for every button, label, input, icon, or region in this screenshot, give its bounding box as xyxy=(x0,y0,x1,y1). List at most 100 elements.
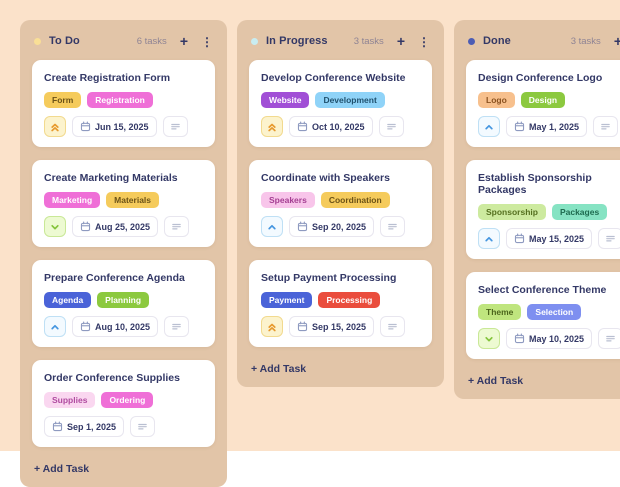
task-card[interactable]: Create Marketing Materials Marketing Mat… xyxy=(32,160,215,248)
card-meta: May 1, 2025 xyxy=(478,116,620,138)
add-task-button[interactable]: + Add Task xyxy=(249,360,308,375)
column-title: Done xyxy=(483,35,511,48)
card-meta: Sep 20, 2025 xyxy=(261,216,420,238)
calendar-icon xyxy=(297,221,308,232)
description-chip xyxy=(593,116,619,138)
priority-badge xyxy=(261,316,283,338)
tag: Processing xyxy=(318,292,381,309)
description-chip xyxy=(598,228,620,250)
add-task-icon-button[interactable]: + xyxy=(180,34,188,48)
task-card[interactable]: Develop Conference Website Website Devel… xyxy=(249,60,432,148)
tag-list: Sponsorship Packages xyxy=(478,204,620,221)
tag-list: Speakers Coordination xyxy=(261,192,420,209)
priority-chevron-icon xyxy=(485,124,493,130)
description-icon xyxy=(170,124,180,130)
task-card[interactable]: Order Conference Supplies Supplies Order… xyxy=(32,360,215,448)
add-task-icon-button[interactable]: + xyxy=(397,34,405,48)
column-in-progress: In Progress 3 tasks + ⋮ Develop Conferen… xyxy=(237,20,444,388)
tag: Website xyxy=(261,92,310,109)
column-status-dot xyxy=(34,37,41,45)
task-card[interactable]: Coordinate with Speakers Speakers Coordi… xyxy=(249,160,432,248)
priority-badge xyxy=(44,216,66,238)
tag: Form xyxy=(44,92,82,109)
tag-list: Agenda Planning xyxy=(44,292,203,309)
description-icon xyxy=(172,324,181,330)
task-title: Select Conference Theme xyxy=(478,284,607,297)
description-chip xyxy=(164,316,190,338)
calendar-icon xyxy=(52,421,63,432)
due-date-chip: Aug 25, 2025 xyxy=(72,216,159,238)
add-task-icon-button[interactable]: + xyxy=(614,34,620,48)
task-count: 3 tasks xyxy=(353,35,384,47)
due-date: Sep 15, 2025 xyxy=(312,321,367,332)
kebab-menu-icon: ⋮ xyxy=(418,34,430,49)
task-title: Order Conference Supplies xyxy=(44,372,180,385)
column-header: To Do 6 tasks + ⋮ xyxy=(34,34,213,48)
description-icon xyxy=(138,424,147,430)
priority-chevron-icon xyxy=(268,123,276,132)
description-icon xyxy=(601,124,610,130)
calendar-icon xyxy=(80,221,91,232)
due-date: May 15, 2025 xyxy=(529,233,585,244)
add-task-button[interactable]: + Add Task xyxy=(466,372,525,387)
due-date-chip: Jun 15, 2025 xyxy=(72,116,157,138)
priority-badge xyxy=(478,228,500,250)
priority-chevron-icon xyxy=(485,336,493,342)
card-meta: Aug 25, 2025 xyxy=(44,216,203,238)
due-date: Aug 25, 2025 xyxy=(95,221,151,232)
column-menu-button[interactable]: ⋮ xyxy=(418,35,430,48)
task-card[interactable]: Design Conference Logo Logo Design xyxy=(466,60,620,148)
priority-chevron-icon xyxy=(268,323,276,332)
tag-list: Form Registration xyxy=(44,92,203,109)
priority-badge xyxy=(261,116,283,138)
tag-list: Supplies Ordering xyxy=(44,392,203,409)
tag: Agenda xyxy=(44,292,92,309)
task-card[interactable]: Select Conference Theme Theme Selection xyxy=(466,272,620,360)
tag-list: Theme Selection xyxy=(478,304,620,321)
column-menu-button[interactable]: ⋮ xyxy=(201,35,213,48)
due-date-chip: Sep 15, 2025 xyxy=(289,316,375,338)
description-chip xyxy=(378,116,404,138)
tag-list: Website Development xyxy=(261,92,420,109)
tag: Supplies xyxy=(44,392,96,409)
due-date: Aug 10, 2025 xyxy=(95,321,151,332)
description-chip xyxy=(380,216,406,238)
task-count: 3 tasks xyxy=(570,35,601,47)
tag: Planning xyxy=(97,292,150,309)
description-icon xyxy=(606,336,615,342)
tag: Materials xyxy=(106,192,160,209)
task-title: Coordinate with Speakers xyxy=(261,172,390,185)
tag-list: Payment Processing xyxy=(261,292,420,309)
column-status-dot xyxy=(468,37,475,45)
card-meta: May 10, 2025 xyxy=(478,328,620,350)
priority-chevron-icon xyxy=(485,236,493,242)
task-title: Design Conference Logo xyxy=(478,72,603,85)
calendar-icon xyxy=(514,121,525,132)
task-title: Create Registration Form xyxy=(44,72,171,85)
column-done: Done 3 tasks + ⋮ Design Conference Logo … xyxy=(454,20,620,400)
task-title: Create Marketing Materials xyxy=(44,172,178,185)
description-icon xyxy=(172,224,181,230)
calendar-icon xyxy=(80,121,91,132)
task-card[interactable]: Establish Sponsorship Packages Sponsorsh… xyxy=(466,160,620,260)
tag: Selection xyxy=(527,304,582,321)
column-title: In Progress xyxy=(266,35,328,48)
due-date: Sep 1, 2025 xyxy=(67,421,117,432)
column-header: Done 3 tasks + ⋮ xyxy=(468,34,620,48)
description-chip xyxy=(164,216,190,238)
tag: Logo xyxy=(478,92,515,109)
task-title: Develop Conference Website xyxy=(261,72,406,85)
task-card[interactable]: Prepare Conference Agenda Agenda Plannin… xyxy=(32,260,215,348)
due-date-chip: May 1, 2025 xyxy=(506,116,588,138)
due-date-chip: Sep 1, 2025 xyxy=(44,416,125,438)
priority-badge xyxy=(44,116,66,138)
due-date-chip: May 15, 2025 xyxy=(506,228,593,250)
description-chip xyxy=(162,116,188,138)
task-card[interactable]: Create Registration Form Form Registrati… xyxy=(32,60,215,148)
due-date-chip: May 10, 2025 xyxy=(506,328,593,350)
add-task-button[interactable]: + Add Task xyxy=(32,460,91,475)
task-card[interactable]: Setup Payment Processing Payment Process… xyxy=(249,260,432,348)
card-meta: Oct 10, 2025 xyxy=(261,116,420,138)
calendar-icon xyxy=(297,121,308,132)
